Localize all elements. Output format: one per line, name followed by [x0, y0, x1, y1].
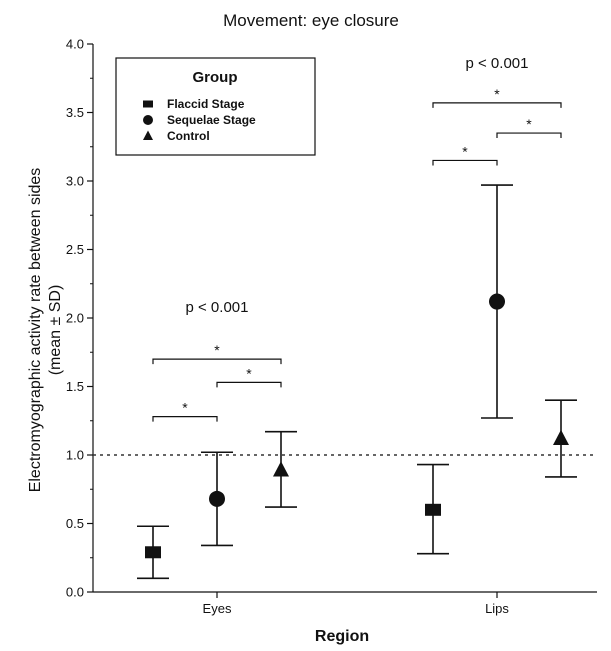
y-tick-label: 3.0: [66, 174, 84, 189]
y-axis-label: Electromyographic activity rate between …: [27, 168, 44, 493]
legend: Group Flaccid Stage Sequelae Stage Control: [115, 57, 316, 156]
significance-bracket: [432, 159, 498, 166]
data-point: [553, 429, 569, 445]
y-tick-label: 0.5: [66, 516, 84, 531]
significance-star: *: [462, 143, 468, 159]
data-point: [145, 546, 161, 559]
legend-marker: [143, 115, 153, 125]
significance-bracket: [432, 102, 562, 108]
significance-star: *: [494, 86, 500, 102]
x-tick-label: Eyes: [203, 601, 232, 616]
p-value-label: p < 0.001: [466, 55, 529, 72]
x-axis-label: Region: [315, 628, 369, 645]
legend-marker: [143, 130, 153, 140]
significance-bracket: [152, 416, 218, 422]
significance-star: *: [214, 342, 220, 358]
legend-entry: Flaccid Stage: [167, 97, 245, 111]
p-value-label: p < 0.001: [186, 299, 249, 316]
legend-marker: [143, 100, 153, 108]
y-tick-label: 0.0: [66, 585, 84, 600]
data-point: [425, 503, 441, 516]
significance-bracket: [496, 132, 562, 139]
significance-star: *: [182, 400, 188, 416]
significance-star: *: [246, 365, 252, 381]
y-tick-label: 3.5: [66, 105, 84, 120]
x-tick-label: Lips: [485, 601, 509, 616]
plot-area: 0.0 0.5 1.0 1.5 2.0 2.5 3.0 3.5 4.0 Eyes Lips p < 0…: [66, 37, 597, 616]
y-tick-label: 1.0: [66, 448, 84, 463]
data-point: [489, 293, 505, 310]
y-tick-label: 4.0: [66, 37, 84, 52]
legend-title: Group: [193, 69, 238, 86]
significance-bracket: [152, 358, 282, 365]
data-point: [273, 461, 289, 477]
chart-title: Movement: eye closure: [223, 11, 399, 30]
y-tick-label: 2.5: [66, 242, 84, 257]
legend-entry: Control: [167, 129, 210, 143]
y-axis-label-sub: (mean ± SD): [47, 285, 64, 376]
data-point: [209, 490, 225, 507]
significance-bracket: [216, 381, 282, 388]
legend-entry: Sequelae Stage: [167, 113, 256, 127]
y-tick-label: 2.0: [66, 311, 84, 326]
y-tick-label: 1.5: [66, 379, 84, 394]
significance-star: *: [526, 116, 532, 132]
